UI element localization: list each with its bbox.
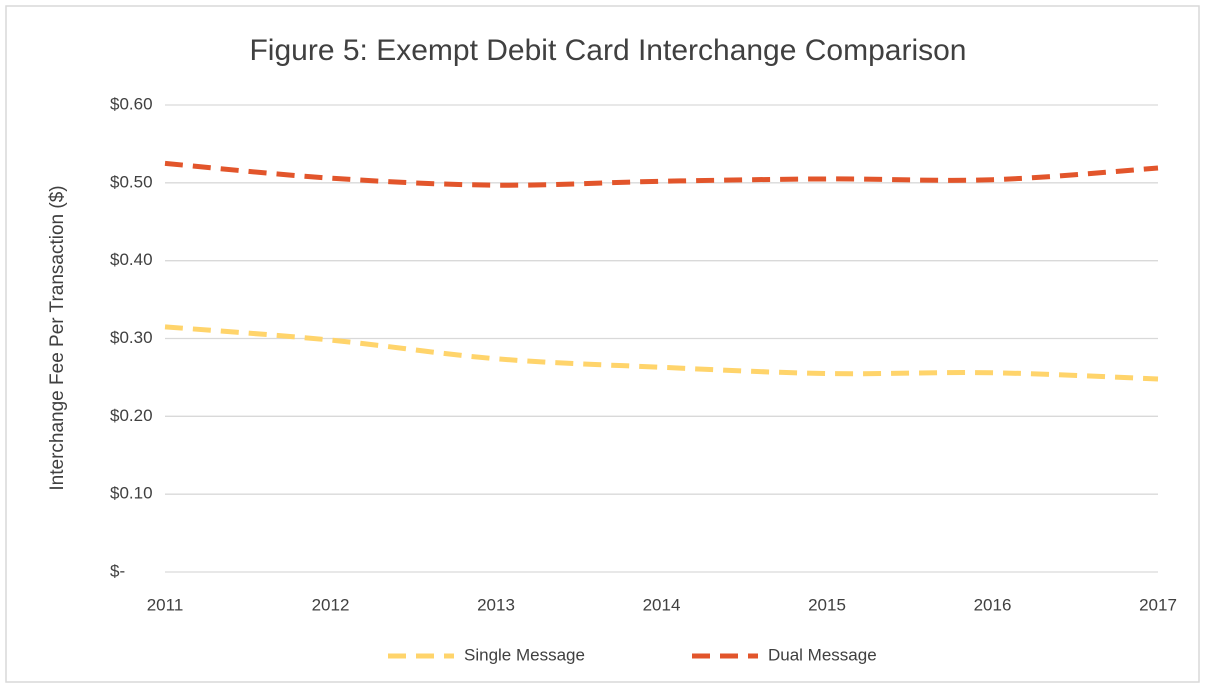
x-tick-label: 2017 (1139, 595, 1177, 614)
y-tick-label: $0.10 (110, 484, 153, 503)
y-axis-label: Interchange Fee Per Transaction ($) (47, 185, 68, 490)
x-tick-label: 2015 (808, 595, 846, 614)
y-tick-label: $- (110, 561, 125, 580)
y-tick-label: $0.40 (110, 250, 153, 269)
x-tick-label: 2011 (147, 595, 184, 614)
series-line (164, 324, 1159, 382)
y-tick-label: $0.30 (110, 328, 153, 347)
chart-title: Figure 5: Exempt Debit Card Interchange … (249, 34, 966, 67)
y-tick-label: $0.50 (110, 172, 153, 191)
legend-label: Single Message (464, 645, 585, 664)
y-tick-label: $0.20 (110, 406, 153, 425)
legend-label: Dual Message (768, 645, 877, 664)
series-line (164, 160, 1159, 188)
x-tick-label: 2016 (974, 595, 1012, 614)
x-tick-label: 2013 (477, 595, 515, 614)
x-tick-label: 2012 (312, 595, 350, 614)
x-tick-label: 2014 (643, 595, 681, 614)
y-tick-label: $0.60 (110, 94, 153, 113)
chart-border (5, 5, 1200, 683)
